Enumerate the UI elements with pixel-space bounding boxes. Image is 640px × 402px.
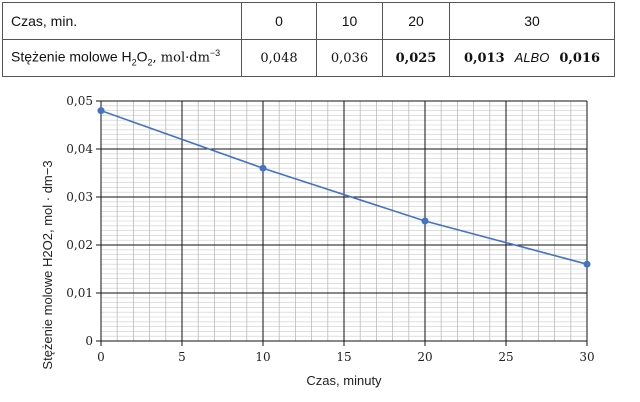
time-cell: 0	[241, 2, 317, 40]
y-tick-label: 0,02	[66, 238, 93, 252]
x-tick-label: 20	[417, 350, 432, 364]
chart: 0 0,01 0,02 0,03 0,04 0,05 0 5 10 15 20 25 30 Czas, …	[40, 94, 595, 388]
x-tick-label: 25	[498, 350, 513, 364]
table-row: Stężenie molowe H2O2, mol·dm−3 0,048 0,0…	[2, 39, 615, 77]
albo-text: ALBO	[514, 50, 550, 65]
concentration-label: Stężenie molowe H2O2, mol·dm−3	[2, 39, 242, 77]
value-cell: 0,048	[241, 39, 317, 77]
table-row: Czas, min. 0 10 20 30	[2, 2, 615, 40]
data-point	[259, 164, 267, 172]
value-cell: 0,025	[382, 39, 450, 77]
y-tick-label: 0,05	[66, 94, 93, 108]
value-a: 0,013	[463, 51, 505, 66]
y-axis-label: Stężenie molowe H2O2, mol · dm−3	[40, 160, 55, 369]
data-point	[421, 217, 429, 225]
x-tick-label: 10	[255, 350, 270, 364]
time-cell: 20	[382, 2, 450, 40]
y-tick-label: 0,04	[66, 142, 93, 156]
y-tick-label: 0,01	[66, 286, 93, 300]
data-point	[97, 107, 105, 115]
x-tick-label: 0	[97, 350, 105, 364]
data-point	[583, 260, 591, 268]
x-axis-label: Czas, minuty	[306, 373, 382, 388]
y-tick-label: 0	[85, 334, 93, 348]
time-cell: 30	[449, 2, 615, 40]
time-cell: 10	[316, 2, 383, 40]
y-tick-label: 0,03	[66, 190, 93, 204]
value-cell: 0,036	[316, 39, 383, 77]
value-b: 0,016	[559, 51, 601, 66]
time-label: Czas, min.	[2, 2, 242, 40]
x-tick-label: 15	[336, 350, 351, 364]
x-tick-label: 5	[178, 350, 186, 364]
data-table: Czas, min. 0 10 20 30 Stężenie molowe H2…	[2, 2, 615, 77]
series-line	[100, 109, 588, 265]
x-tick-label: 30	[579, 350, 594, 364]
